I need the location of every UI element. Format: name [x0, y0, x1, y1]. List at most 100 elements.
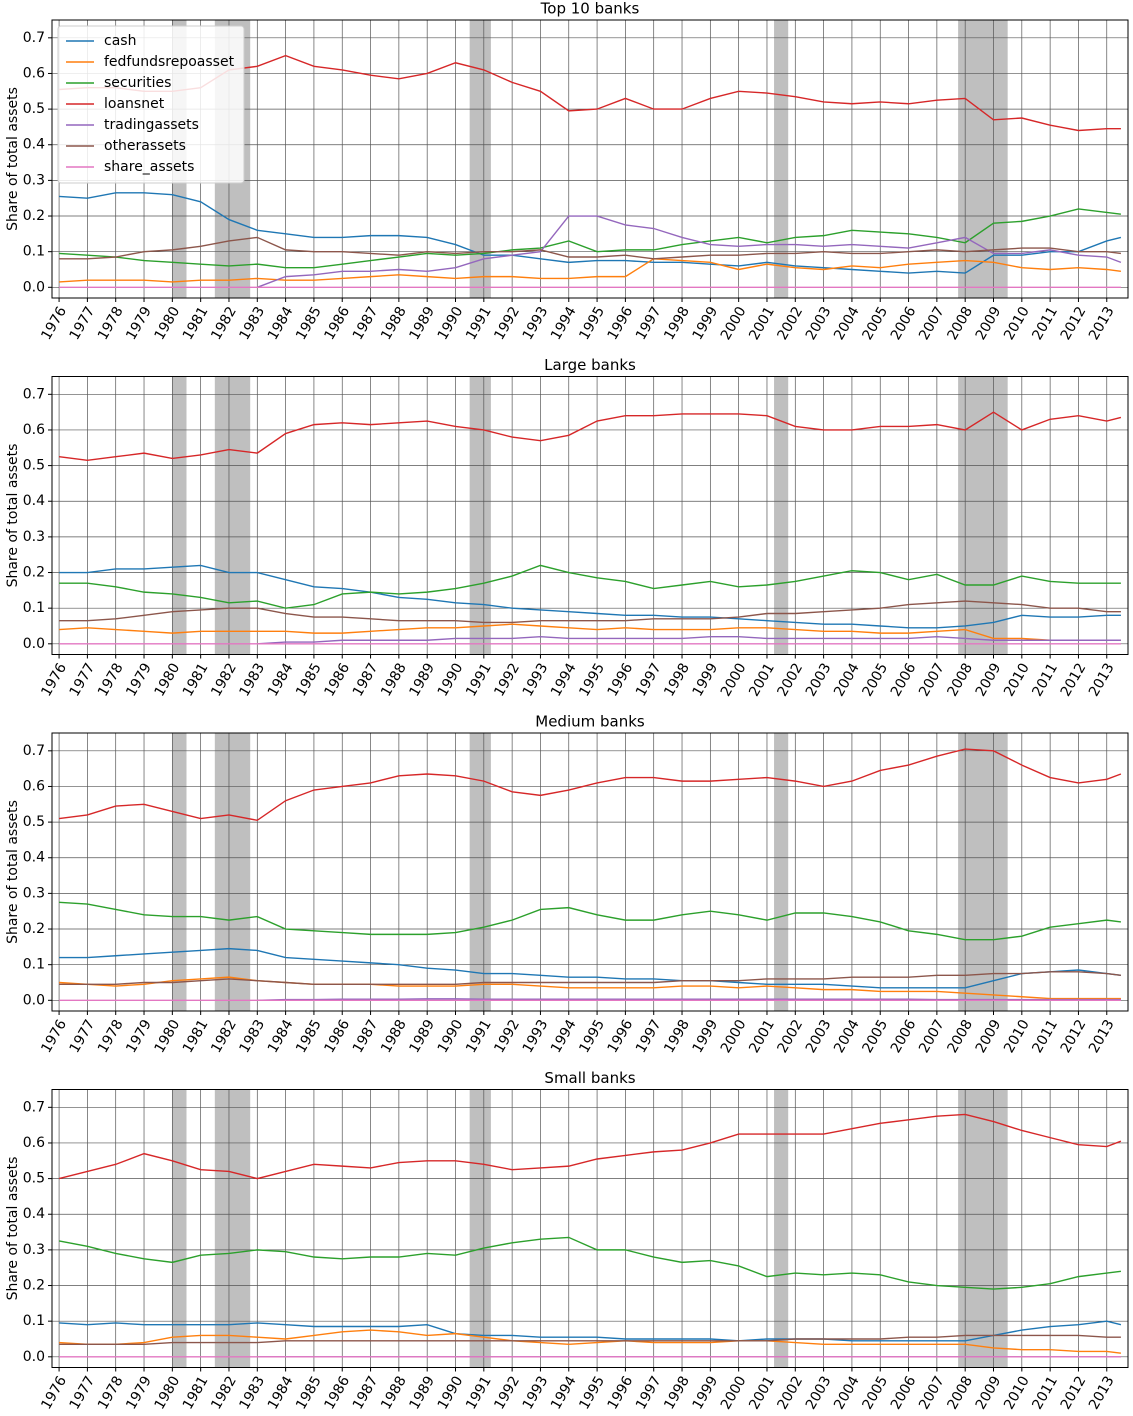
x-tick-label: 2009	[973, 304, 1005, 343]
x-tick-label: 1999	[690, 304, 722, 343]
x-tick-label: 1982	[208, 1374, 240, 1413]
series-line	[257, 635, 1121, 645]
y-tick-label: 0.6	[23, 778, 45, 794]
x-tick-label: 2010	[1001, 1374, 1033, 1413]
recession-band	[958, 1089, 1008, 1368]
x-tick-label: 2013	[1086, 1374, 1118, 1413]
x-tick-label: 1999	[690, 661, 722, 700]
x-tick-label: 2008	[944, 304, 976, 343]
x-tick-label: 1989	[406, 1017, 438, 1056]
x-tick-label: 2001	[746, 1017, 778, 1056]
series-line	[59, 947, 1122, 989]
x-tick-label: 1990	[435, 661, 467, 700]
legend-label: otherassets	[104, 138, 186, 154]
x-tick-label: 1983	[237, 1374, 269, 1413]
x-tick-label: 1981	[180, 304, 212, 343]
y-tick-label: 0.4	[23, 1206, 45, 1222]
y-tick-label: 0.6	[23, 65, 45, 81]
x-tick-label: 1982	[208, 661, 240, 700]
recession-band	[774, 376, 789, 655]
series-line	[59, 1329, 1122, 1354]
series-line	[58, 1236, 1122, 1290]
x-tick-label: 2001	[746, 304, 778, 343]
x-tick-label: 1988	[378, 661, 410, 700]
legend-label: cash	[104, 33, 136, 49]
x-tick-label: 2011	[1029, 1017, 1061, 1056]
x-tick-label: 1999	[690, 1374, 722, 1413]
x-tick-label: 2006	[888, 1017, 920, 1056]
y-tick-label: 0.5	[23, 1171, 45, 1187]
y-tick-label: 0.5	[23, 101, 45, 117]
series-line	[59, 236, 1122, 260]
x-tick-label: 1997	[633, 1017, 665, 1056]
subplot: Large banks19761977197819791980198119821…	[5, 356, 1129, 700]
y-axis-label: Share of total assets	[5, 800, 21, 944]
x-tick-label: 1986	[321, 304, 353, 343]
x-tick-label: 2002	[775, 1017, 807, 1056]
x-tick-label: 1989	[406, 1374, 438, 1413]
x-tick-label: 1992	[491, 1017, 523, 1056]
y-tick-label: 0.4	[23, 493, 45, 509]
recession-band	[172, 1089, 187, 1368]
x-tick-label: 1979	[123, 304, 155, 343]
x-tick-label: 2013	[1086, 661, 1118, 700]
x-tick-label: 2001	[746, 661, 778, 700]
x-tick-label: 1995	[576, 1017, 608, 1056]
y-tick-label: 0.7	[23, 386, 45, 402]
y-tick-label: 0.0	[23, 992, 45, 1008]
x-tick-label: 1980	[152, 304, 184, 343]
recession-band	[774, 733, 789, 1011]
recession-band	[469, 1089, 491, 1368]
x-tick-label: 1996	[605, 1373, 637, 1412]
x-tick-label: 2007	[916, 304, 948, 343]
x-tick-label: 2000	[718, 1017, 750, 1056]
x-tick-label: 2008	[944, 661, 976, 700]
legend-label: tradingassets	[104, 117, 199, 133]
x-tick-label: 1995	[576, 661, 608, 700]
x-tick-label: 1981	[180, 1374, 212, 1413]
x-tick-label: 2008	[944, 1374, 976, 1413]
x-tick-label: 2010	[1001, 304, 1033, 343]
x-tick-label: 1980	[152, 1017, 184, 1056]
x-tick-label: 2008	[944, 1017, 976, 1056]
series-line	[59, 564, 1121, 609]
x-tick-label: 2002	[775, 1374, 807, 1413]
x-tick-label: 1979	[123, 1017, 155, 1056]
x-tick-label: 1986	[321, 1017, 353, 1056]
series-line	[59, 600, 1121, 624]
x-tick-label: 1982	[208, 304, 240, 343]
series-line	[59, 564, 1121, 629]
x-tick-label: 1983	[237, 1017, 269, 1056]
y-tick-label: 0.6	[23, 422, 45, 438]
x-tick-label: 1984	[265, 660, 297, 699]
recession-band	[774, 1089, 789, 1368]
x-tick-label: 1996	[605, 1017, 637, 1056]
x-tick-label: 2009	[973, 661, 1005, 700]
x-tick-label: 1987	[350, 1017, 382, 1056]
series-line	[59, 1334, 1121, 1346]
x-tick-label: 2004	[831, 1017, 863, 1056]
x-tick-label: 2012	[1058, 1017, 1090, 1056]
legend-label: fedfundsrepoasset	[104, 54, 235, 70]
y-axis-label: Share of total assets	[5, 1157, 21, 1301]
x-tick-label: 2000	[718, 304, 750, 343]
x-tick-label: 1980	[152, 1374, 184, 1413]
chart-title: Top 10 banks	[540, 0, 640, 18]
x-tick-label: 1986	[321, 660, 353, 699]
plot-frame	[51, 732, 1129, 1012]
x-tick-label: 2009	[973, 1017, 1005, 1056]
y-tick-label: 0.1	[23, 244, 45, 260]
x-tick-label: 1976	[38, 1017, 70, 1056]
x-tick-label: 2000	[718, 661, 750, 700]
x-tick-label: 2005	[859, 1374, 891, 1413]
y-axis-label: Share of total assets	[5, 444, 21, 588]
x-tick-label: 1985	[293, 661, 325, 700]
x-tick-label: 2007	[916, 1017, 948, 1056]
x-tick-label: 1998	[661, 304, 693, 343]
x-tick-label: 1992	[491, 304, 523, 343]
x-tick-label: 2007	[916, 1374, 948, 1413]
x-tick-label: 1984	[265, 1017, 297, 1056]
x-tick-label: 1990	[435, 1017, 467, 1056]
series-line	[59, 192, 1122, 274]
chart-title: Large banks	[544, 356, 636, 374]
